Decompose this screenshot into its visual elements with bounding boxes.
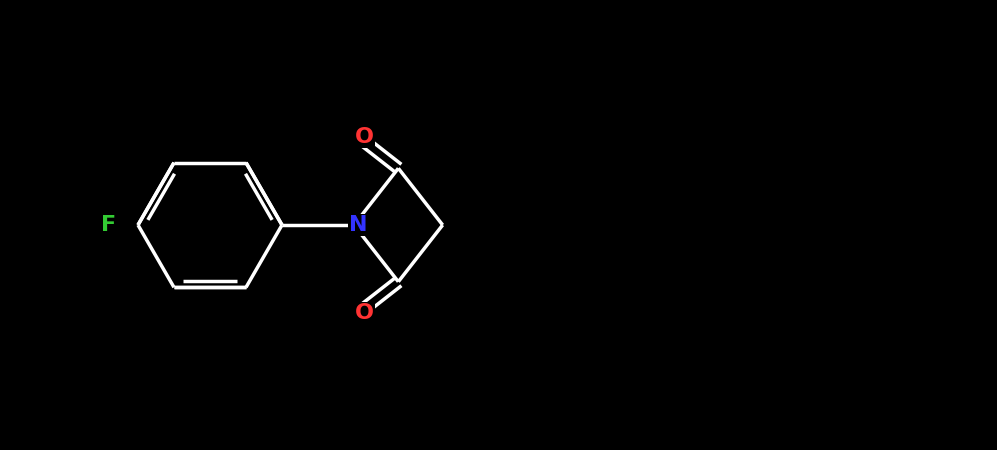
Text: N: N	[349, 215, 367, 235]
Text: F: F	[101, 215, 116, 235]
Text: O: O	[355, 126, 374, 147]
Text: O: O	[355, 303, 374, 324]
